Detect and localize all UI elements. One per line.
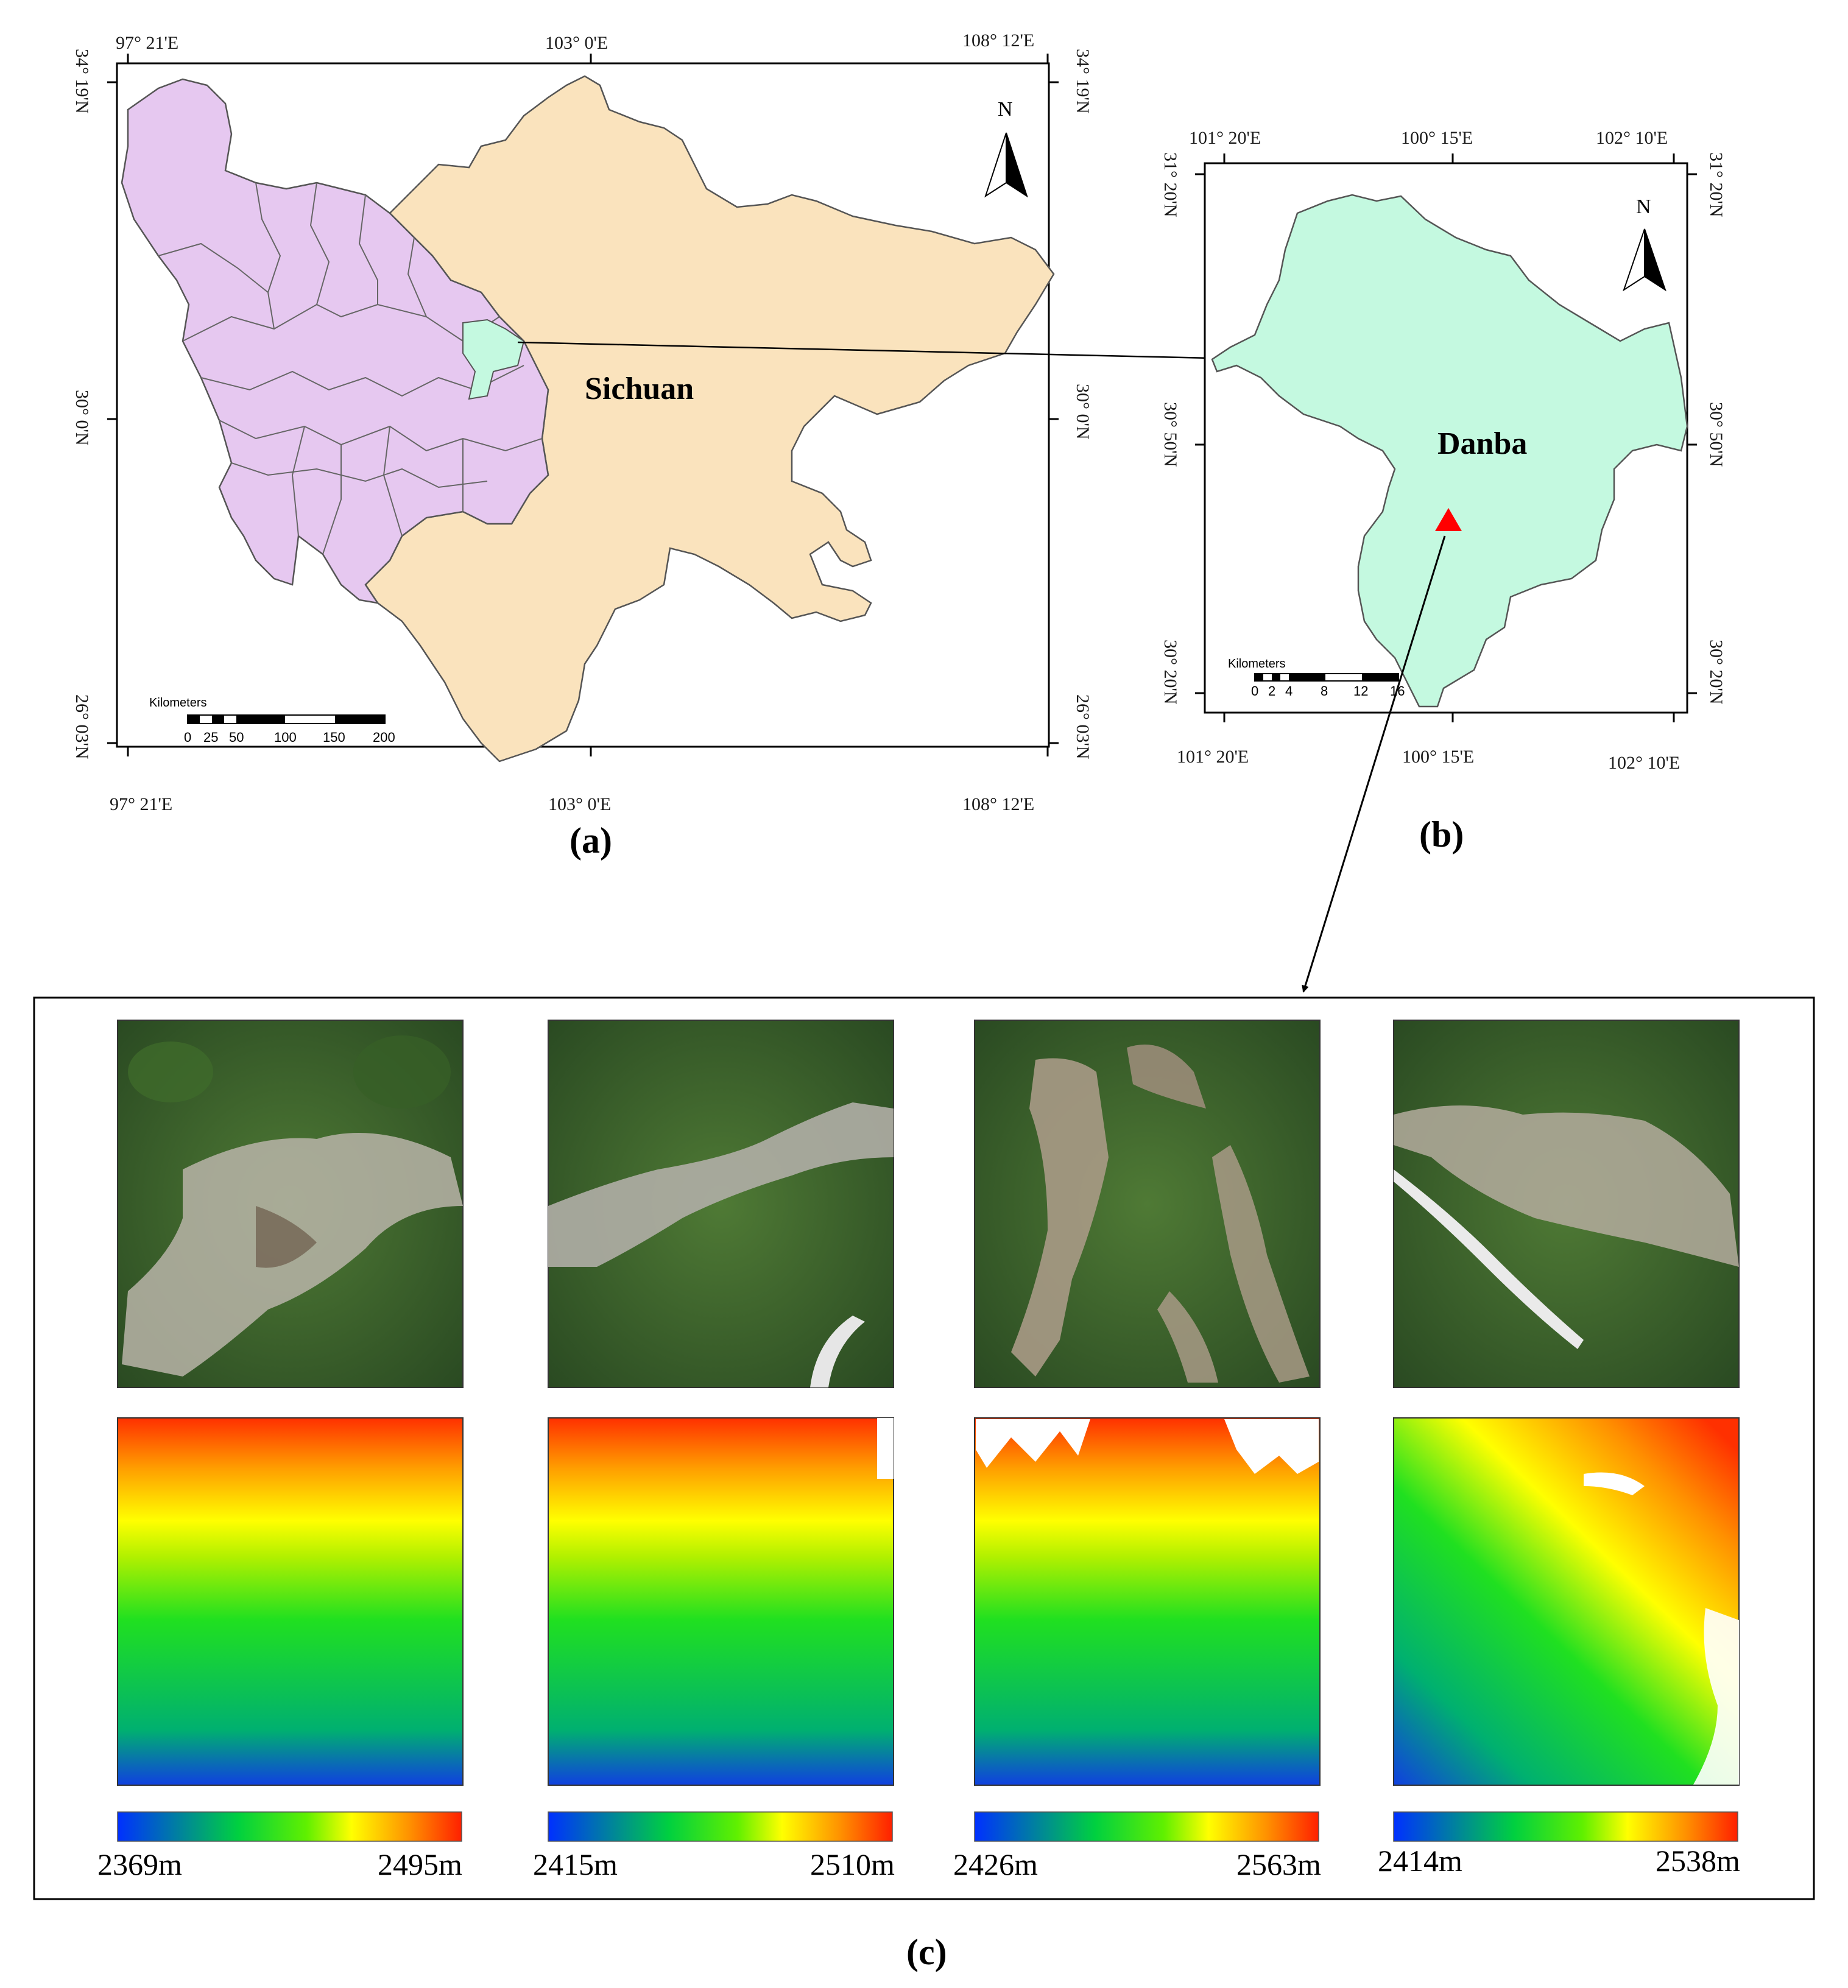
panel-b-label: (b) (1419, 814, 1464, 855)
dem-2 (548, 1417, 894, 1786)
danba-label: Danba (1437, 426, 1527, 461)
coord-bottom-b-0: 101° 20'E (1177, 747, 1249, 767)
coord-bottom-a-0: 97° 21'E (110, 794, 172, 814)
sichuan-label: Sichuan (585, 372, 694, 406)
colorbar-3 (974, 1811, 1319, 1842)
elev-max-2: 2510m (810, 1847, 895, 1881)
panel-b: Danba N Kilometers 0 2 4 8 12 16 (1160, 128, 1726, 855)
coord-right-b-2: 30° 20'N (1706, 640, 1726, 705)
panel-c-label: (c) (906, 1932, 947, 1972)
coord-left-b-0: 31° 20'N (1160, 152, 1180, 217)
orthophoto-4 (1393, 1020, 1740, 1388)
elev-max-1: 2495m (378, 1847, 462, 1881)
coord-right-a-1: 30° 0'N (1073, 384, 1093, 440)
elev-min-1: 2369m (97, 1847, 182, 1881)
coord-top-b-1: 100° 15'E (1401, 128, 1473, 148)
elev-min-3: 2426m (953, 1847, 1038, 1881)
coord-bottom-a-1: 103° 0'E (548, 794, 611, 814)
coord-top-b-2: 102° 10'E (1596, 128, 1668, 148)
scale-bar-a: Kilometers 0 25 50 100 150 200 (149, 696, 395, 745)
svg-text:0: 0 (1251, 683, 1258, 699)
colorbar-2 (548, 1811, 893, 1842)
coord-top-a-2: 108° 12'E (962, 30, 1034, 51)
svg-text:25: 25 (203, 730, 218, 745)
study-area-marker (1435, 508, 1462, 531)
coord-right-a-2: 26° 03'N (1073, 694, 1093, 760)
scale-bar-b: Kilometers 0 2 4 8 12 16 (1228, 657, 1405, 699)
elev-max-3: 2563m (1236, 1847, 1321, 1881)
svg-text:150: 150 (323, 730, 345, 745)
panel-c: 2369m 2495m 2415m 2510m 2426m 2563m 2414… (33, 996, 1815, 1900)
svg-text:Kilometers: Kilometers (149, 696, 206, 710)
coord-right-b-1: 30° 50'N (1706, 402, 1726, 467)
panel-a: Sichuan N Kilometers 0 25 50 100 150 200 (72, 30, 1093, 861)
ticks-a (107, 54, 1059, 756)
colorbar-1 (117, 1811, 462, 1842)
panel-a-label: (a) (570, 820, 612, 861)
north-arrow-b: N (1623, 196, 1666, 292)
svg-text:50: 50 (229, 730, 244, 745)
dem-1 (117, 1417, 464, 1786)
danba-county-highlight (462, 319, 525, 400)
coord-right-a-0: 34° 19'N (1073, 49, 1093, 114)
svg-text:12: 12 (1353, 683, 1368, 699)
svg-text:100: 100 (274, 730, 297, 745)
svg-text:0: 0 (184, 730, 191, 745)
coord-top-b-0: 101° 20'E (1189, 128, 1261, 148)
county-boundaries (158, 182, 543, 555)
svg-text:8: 8 (1321, 683, 1328, 699)
elev-max-4: 2538m (1656, 1844, 1740, 1878)
connector-arrow-bc (1302, 535, 1446, 993)
elev-min-4: 2414m (1378, 1844, 1462, 1878)
ticks-b (1195, 153, 1697, 722)
coord-top-a-1: 103° 0'E (545, 33, 608, 53)
coord-left-a-0: 34° 19'N (72, 49, 92, 114)
svg-text:N: N (1636, 196, 1651, 218)
elev-min-2: 2415m (533, 1847, 618, 1881)
coord-bottom-a-2: 108° 12'E (962, 794, 1034, 814)
orthophoto-1 (117, 1020, 464, 1388)
orthophoto-2 (548, 1020, 894, 1388)
coord-left-b-2: 30° 20'N (1160, 640, 1180, 705)
svg-text:Kilometers: Kilometers (1228, 657, 1285, 671)
svg-text:N: N (998, 98, 1013, 121)
colorbar-4 (1393, 1811, 1738, 1842)
svg-text:4: 4 (1285, 683, 1293, 699)
svg-text:2: 2 (1268, 683, 1275, 699)
dem-4 (1393, 1417, 1740, 1786)
coord-bottom-b-2: 102° 10'E (1608, 753, 1680, 773)
coord-left-b-1: 30° 50'N (1160, 402, 1180, 467)
coord-left-a-1: 30° 0'N (72, 390, 92, 446)
danba-county (1211, 194, 1688, 708)
north-arrow-a: N (984, 98, 1028, 198)
dem-3 (974, 1417, 1321, 1786)
coord-bottom-b-1: 100° 15'E (1402, 747, 1474, 767)
coord-right-b-0: 31° 20'N (1706, 152, 1726, 217)
coord-left-a-2: 26° 03'N (72, 694, 92, 760)
svg-text:200: 200 (373, 730, 395, 745)
orthophoto-3 (974, 1020, 1321, 1388)
coord-top-a-0: 97° 21'E (116, 33, 178, 53)
